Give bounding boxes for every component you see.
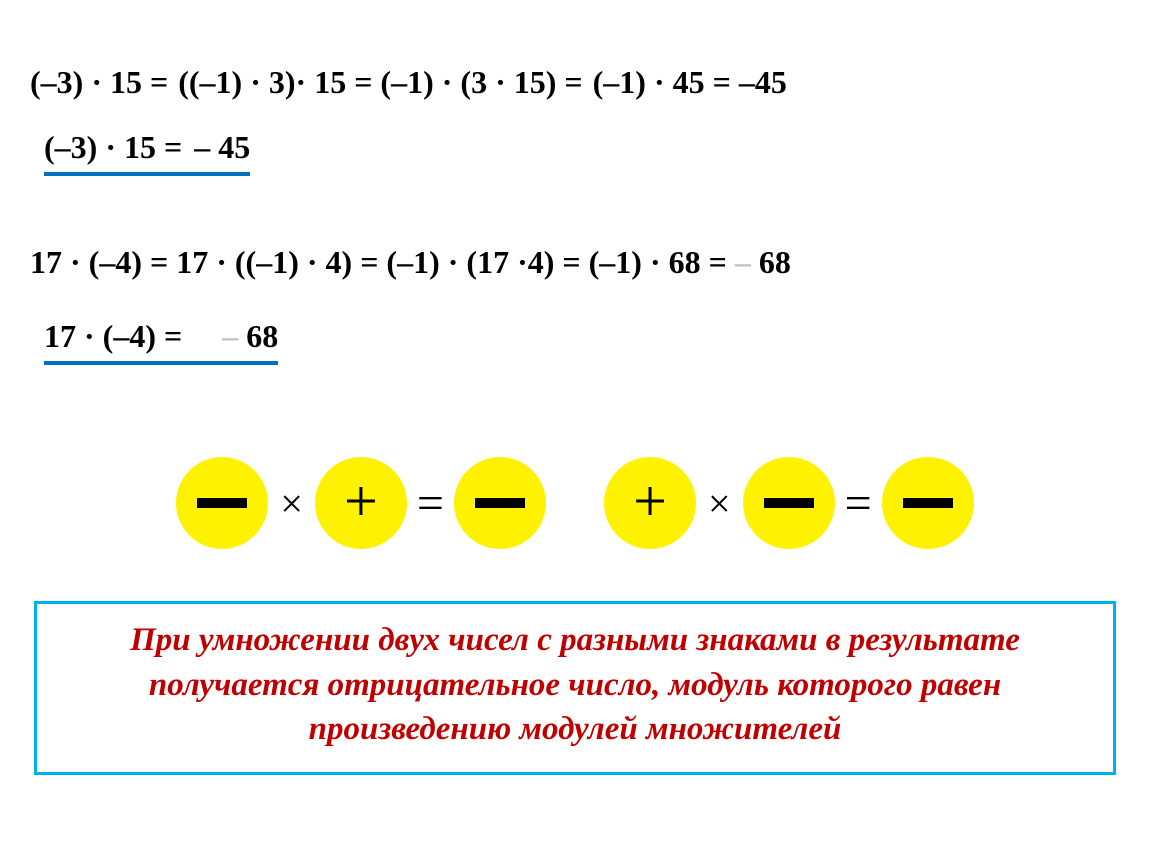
plus-icon: + — [633, 471, 667, 531]
plus-icon: + — [344, 471, 378, 531]
eq1-part1: (–3) · 15 = — [30, 64, 168, 100]
minus-icon — [475, 498, 525, 508]
sign-group-2: + × = — [600, 457, 978, 549]
sign-rule-row: × + = + × = — [30, 457, 1120, 549]
eq2-part5: 68 — [759, 244, 791, 280]
minus-icon — [903, 498, 953, 508]
summary-1: (–3) · 15 = – 45 — [44, 125, 250, 176]
eq1-part5: (–1) · 45 = — [593, 64, 739, 100]
times-op-1: × — [280, 480, 303, 527]
summary1-rhs: – 45 — [194, 129, 250, 165]
equation-line-1: (–3) · 15 = ((–1) · 3)· 15 = (–1) · (3 ·… — [30, 60, 1120, 105]
summary-2: 17 · (–4) = – 68 — [44, 314, 278, 365]
rule-box: При умножении двух чисел с разными знака… — [34, 601, 1116, 775]
equation-line-2: 17 · (–4) = 17 · ((–1) · 4) = (–1) · (17… — [30, 240, 1120, 285]
eq2-part1: 17 · (–4) = — [30, 244, 176, 280]
minus-icon — [764, 498, 814, 508]
summary2-lhs: 17 · (–4) = — [44, 318, 182, 354]
circle-minus-3 — [743, 457, 835, 549]
rule-text: При умножении двух чисел с разными знака… — [55, 618, 1095, 752]
minus-icon — [197, 498, 247, 508]
equals-op-1: = — [417, 476, 444, 531]
eq1-part3: 15 = — [314, 64, 380, 100]
eq1-part4: (–1) · (3 · 15) = — [380, 64, 582, 100]
summary-2-wrap: 17 · (–4) = – 68 — [30, 314, 1120, 409]
eq1-part2: ((–1) · 3)· — [178, 64, 306, 100]
eq2-part4: (–1) · 68 = — [589, 244, 727, 280]
circle-plus-2: + — [604, 457, 696, 549]
summary1-lhs: (–3) · 15 = — [44, 129, 182, 165]
eq1-part6: –45 — [739, 64, 787, 100]
eq2-light-neg: – — [735, 244, 751, 280]
circle-minus-2 — [454, 457, 546, 549]
eq2-part3: (–1) · (17 ·4) = — [386, 244, 588, 280]
slide: (–3) · 15 = ((–1) · 3)· 15 = (–1) · (3 ·… — [0, 0, 1150, 864]
summary-1-wrap: (–3) · 15 = – 45 — [30, 125, 1120, 220]
circle-minus-4 — [882, 457, 974, 549]
eq2-part2: 17 · ((–1) · 4) = — [176, 244, 386, 280]
circle-minus-1 — [176, 457, 268, 549]
sign-group-1: × + = — [172, 457, 550, 549]
circle-plus-1: + — [315, 457, 407, 549]
summary2-light-neg: – — [190, 318, 238, 354]
times-op-2: × — [708, 480, 731, 527]
summary2-rhs: 68 — [246, 318, 278, 354]
equals-op-2: = — [845, 476, 872, 531]
